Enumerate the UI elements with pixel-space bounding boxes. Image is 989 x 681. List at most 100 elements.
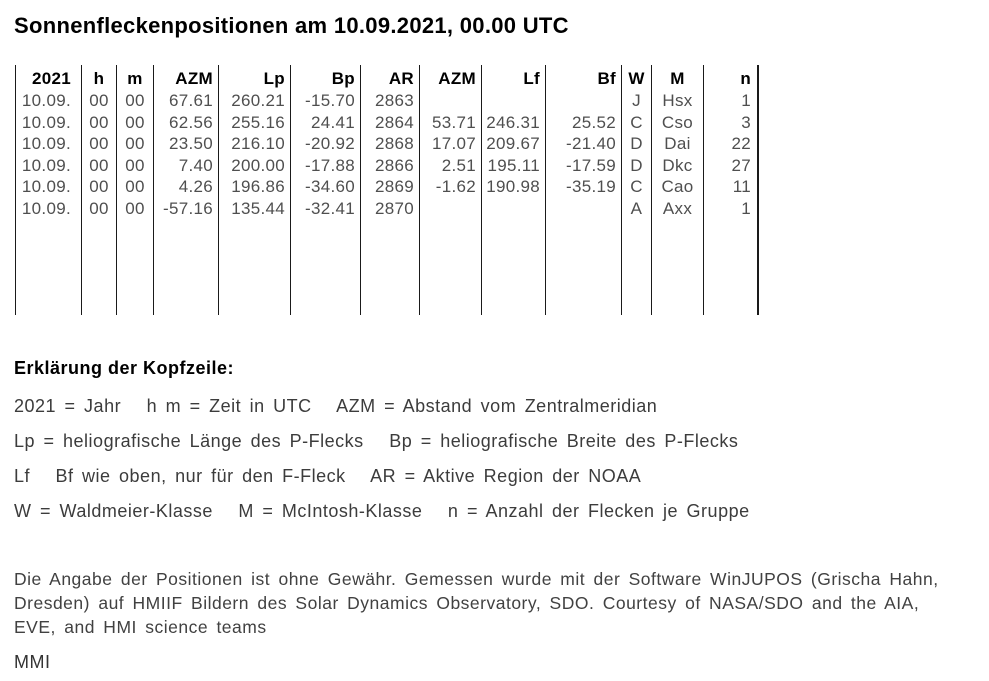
cell-lp-row-4: 196.86 <box>231 177 285 196</box>
legend-line-w-m-n: W = Waldmeier-Klasse M = McIntosh-Klasse… <box>14 501 750 521</box>
cell-n-row-3: 27 <box>731 155 751 175</box>
cell-azm-p-row-4: 4.26 <box>178 177 213 196</box>
cell-lf-row-1: 246.31 <box>486 112 540 132</box>
column-m: m 00 00 00 00 00 00 <box>116 65 153 315</box>
legend-line-lf-bf-ar: Lf Bf wie oben, nur für den F-Fleck AR =… <box>14 466 642 486</box>
cell-h-row-2: 00 <box>89 134 109 153</box>
cell-w-row-4: C <box>630 177 643 196</box>
legend-heading: Erklärung der Kopfzeile: <box>14 358 235 378</box>
cell-m-row-3: 00 <box>125 155 145 175</box>
cell-lp-row-5: 135.44 <box>231 198 285 218</box>
cell-mcintosh-row-5: Axx <box>662 198 693 218</box>
cell-bp-row-1: 24.41 <box>310 112 355 132</box>
cell-azm-p-row-3: 7.40 <box>178 155 213 175</box>
column-header-h: h <box>93 69 105 88</box>
cell-bf-row-4: -35.19 <box>565 177 616 196</box>
cell-mcintosh-row-2: Dai <box>664 134 691 153</box>
cell-n-row-0: 1 <box>741 91 751 110</box>
cell-ar-row-4: 2869 <box>374 177 414 196</box>
cell-h-row-1: 00 <box>89 112 109 132</box>
cell-m-row-0: 00 <box>125 91 145 110</box>
cell-azm-f-row-5 <box>420 198 481 220</box>
cell-m-row-5: 00 <box>125 198 145 218</box>
cell-azm-f-row-1: 53.71 <box>431 112 476 132</box>
cell-w-row-5: A <box>630 198 643 218</box>
cell-year-row-1: 10.09. <box>21 112 71 132</box>
cell-year-row-0: 10.09. <box>21 91 71 110</box>
column-year: 2021 10.09. 10.09. 10.09. 10.09. 10.09. 10.09. <box>15 65 81 315</box>
column-header-azm-f: AZM <box>438 69 476 88</box>
cell-ar-row-5: 2870 <box>374 198 414 218</box>
sunspot-table: 2021 10.09. 10.09. 10.09. 10.09. 10.09. 10.09.… <box>15 65 759 315</box>
cell-azm-f-row-3: 2.51 <box>441 155 476 175</box>
cell-lp-row-2: 216.10 <box>231 134 285 153</box>
cell-ar-row-0: 2863 <box>374 91 414 110</box>
column-lp: Lp 260.21 255.16 216.10 200.00 196.86 135.44 <box>218 65 290 315</box>
disclaimer-text: Die Angabe der Positionen ist ohne Gewäh… <box>14 569 939 637</box>
column-header-ar: AR <box>388 69 414 88</box>
cell-h-row-3: 00 <box>89 155 109 175</box>
column-header-w: W <box>628 69 645 88</box>
cell-ar-row-2: 2868 <box>374 134 414 153</box>
cell-m-row-1: 00 <box>125 112 145 132</box>
cell-azm-p-row-1: 62.56 <box>168 112 213 132</box>
cell-w-row-0: J <box>632 91 641 110</box>
cell-h-row-4: 00 <box>89 177 109 196</box>
cell-lf-row-5 <box>482 198 545 220</box>
column-ar: AR 2863 2864 2868 2866 2869 2870 <box>360 65 419 315</box>
column-header-mcintosh: M <box>670 69 685 88</box>
column-mcintosh: M Hsx Cso Dai Dkc Cao Axx <box>651 65 703 315</box>
cell-n-row-4: 11 <box>732 177 751 196</box>
cell-bf-row-0 <box>546 90 621 112</box>
cell-bp-row-3: -17.88 <box>304 155 355 175</box>
footer-initials: MMI <box>14 652 51 672</box>
cell-azm-p-row-2: 23.50 <box>168 134 213 153</box>
cell-bp-row-4: -34.60 <box>304 177 355 196</box>
cell-mcintosh-row-0: Hsx <box>662 91 693 110</box>
cell-lf-row-0 <box>482 90 545 112</box>
column-header-lf: Lf <box>523 69 540 88</box>
cell-lf-row-3: 195.11 <box>487 155 540 175</box>
cell-year-row-5: 10.09. <box>21 198 71 218</box>
cell-m-row-2: 00 <box>125 134 145 153</box>
cell-year-row-4: 10.09. <box>21 177 71 196</box>
cell-n-row-1: 3 <box>741 112 751 132</box>
cell-n-row-5: 1 <box>741 198 751 218</box>
cell-ar-row-3: 2866 <box>374 155 414 175</box>
column-n: n 1 3 22 27 11 1 <box>703 65 757 315</box>
cell-azm-p-row-5: -57.16 <box>162 198 213 218</box>
cell-azm-p-row-0: 67.61 <box>168 91 213 110</box>
cell-bp-row-2: -20.92 <box>304 134 355 153</box>
legend-line-year-time-azm: 2021 = Jahr h m = Zeit in UTC AZM = Abst… <box>14 396 658 416</box>
cell-year-row-2: 10.09. <box>21 134 71 153</box>
column-azm-p: AZM 67.61 62.56 23.50 7.40 4.26 -57.16 <box>153 65 218 315</box>
cell-bp-row-0: -15.70 <box>304 91 355 110</box>
column-header-lp: Lp <box>263 69 285 88</box>
cell-lf-row-4: 190.98 <box>486 177 540 196</box>
cell-n-row-2: 22 <box>731 134 751 153</box>
page-title: Sonnenfleckenpositionen am 10.09.2021, 0… <box>14 13 569 38</box>
cell-lp-row-3: 200.00 <box>231 155 285 175</box>
column-lf: Lf 246.31 209.67 195.11 190.98 <box>481 65 545 315</box>
cell-h-row-0: 00 <box>89 91 109 110</box>
cell-mcintosh-row-3: Dkc <box>662 155 693 175</box>
cell-h-row-5: 00 <box>89 198 109 218</box>
legend-line-lp-bp: Lp = heliografische Länge des P-Flecks B… <box>14 431 739 451</box>
column-header-m: m <box>127 69 143 88</box>
cell-year-row-3: 10.09. <box>21 155 71 175</box>
cell-bf-row-2: -21.40 <box>565 134 616 153</box>
column-bf: Bf 25.52 -21.40 -17.59 -35.19 <box>545 65 621 315</box>
column-header-bp: Bp <box>331 69 355 88</box>
column-header-bf: Bf <box>597 69 616 88</box>
column-azm-f: AZM 53.71 17.07 2.51 -1.62 <box>419 65 481 315</box>
cell-bf-row-3: -17.59 <box>565 155 616 175</box>
cell-bf-row-1: 25.52 <box>571 112 616 132</box>
cell-azm-f-row-4: -1.62 <box>435 177 476 196</box>
column-header-azm-p: AZM <box>175 69 213 88</box>
cell-w-row-3: D <box>630 155 643 175</box>
cell-lf-row-2: 209.67 <box>486 134 540 153</box>
cell-azm-f-row-2: 17.07 <box>431 134 476 153</box>
column-header-n: n <box>740 69 751 88</box>
